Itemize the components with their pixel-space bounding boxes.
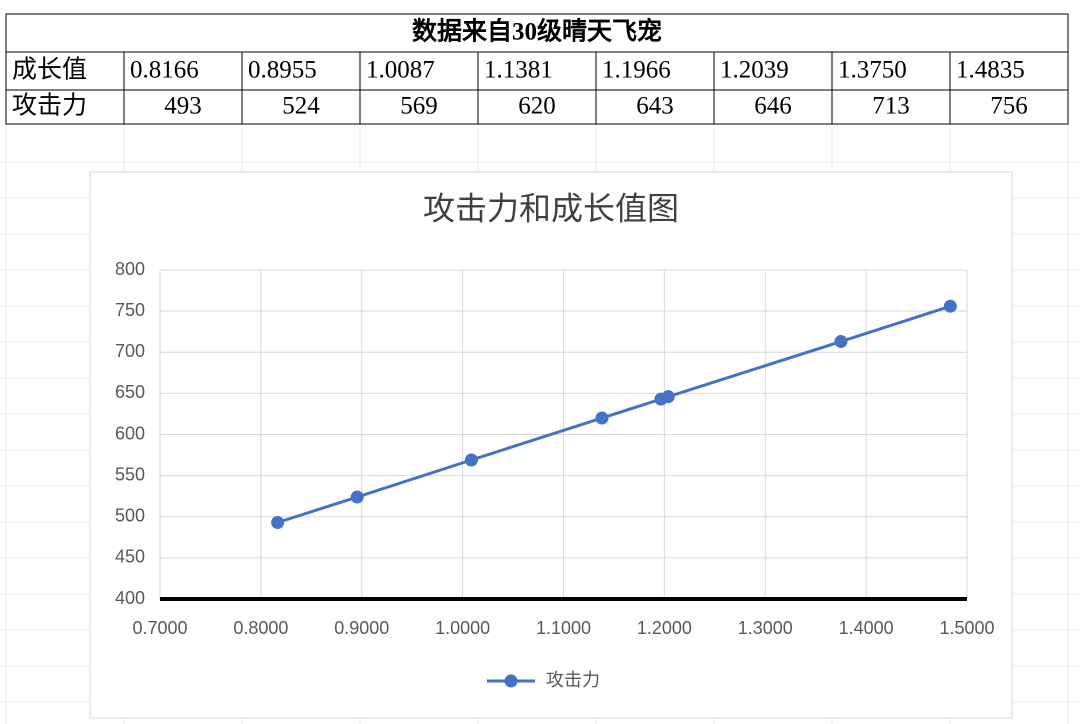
legend-marker xyxy=(504,674,518,688)
data-point xyxy=(595,411,609,425)
table-cell: 1.2039 xyxy=(720,57,789,84)
table-cell: 524 xyxy=(282,93,320,120)
chart-area xyxy=(89,171,1013,719)
table-cell: 620 xyxy=(518,93,556,120)
data-point xyxy=(834,335,848,349)
table-border xyxy=(5,13,1069,125)
x-tick-label: 1.4000 xyxy=(839,618,894,638)
y-tick-label: 650 xyxy=(115,382,145,402)
y-tick-label: 550 xyxy=(115,464,145,484)
data-point xyxy=(943,299,957,313)
data-point xyxy=(661,390,675,404)
table-cell: 1.3750 xyxy=(838,57,907,84)
table-cell: 1.1966 xyxy=(602,57,671,84)
x-tick-label: 0.9000 xyxy=(334,618,389,638)
y-tick-label: 450 xyxy=(115,547,145,567)
series-line xyxy=(277,304,951,524)
x-tick-label: 0.7000 xyxy=(132,618,187,638)
data-point xyxy=(271,516,285,530)
table-cell: 643 xyxy=(636,93,674,120)
x-tick-label: 1.0000 xyxy=(435,618,490,638)
table-cell: 493 xyxy=(164,93,202,120)
y-tick-label: 800 xyxy=(115,259,145,279)
y-tick-label: 700 xyxy=(115,341,145,361)
table-cell: 0.8166 xyxy=(130,57,199,84)
x-tick-label: 1.3000 xyxy=(738,618,793,638)
table-cell: 756 xyxy=(990,93,1028,120)
row-header: 成长值 xyxy=(12,56,87,84)
table-title: 数据来自30级晴天飞宠 xyxy=(412,17,662,46)
x-tick-label: 1.2000 xyxy=(637,618,692,638)
table-cell: 1.1381 xyxy=(484,57,553,84)
y-tick-label: 750 xyxy=(115,300,145,320)
table-cell: 0.8955 xyxy=(248,57,317,84)
table-cell: 1.0087 xyxy=(366,57,435,84)
x-tick-label: 0.8000 xyxy=(233,618,288,638)
table-cell: 1.4835 xyxy=(956,57,1025,84)
row-header: 攻击力 xyxy=(12,92,87,120)
legend-label: 攻击力 xyxy=(546,670,600,690)
data-point xyxy=(350,490,364,504)
y-tick-label: 400 xyxy=(115,588,145,608)
y-tick-label: 500 xyxy=(115,506,145,526)
chart: 攻击力和成长值图 400 450 500 550 600 650 700 750 800 0.700… xyxy=(115,190,995,689)
x-tick-label: 1.5000 xyxy=(939,618,994,638)
data-point xyxy=(464,453,478,467)
x-tick-label: 1.1000 xyxy=(536,618,591,638)
table-cell: 569 xyxy=(400,93,438,120)
chart-title: 攻击力和成长值图 xyxy=(423,190,679,226)
table-cell: 646 xyxy=(754,93,792,120)
y-tick-label: 600 xyxy=(115,423,145,443)
table-cell: 713 xyxy=(872,93,910,120)
